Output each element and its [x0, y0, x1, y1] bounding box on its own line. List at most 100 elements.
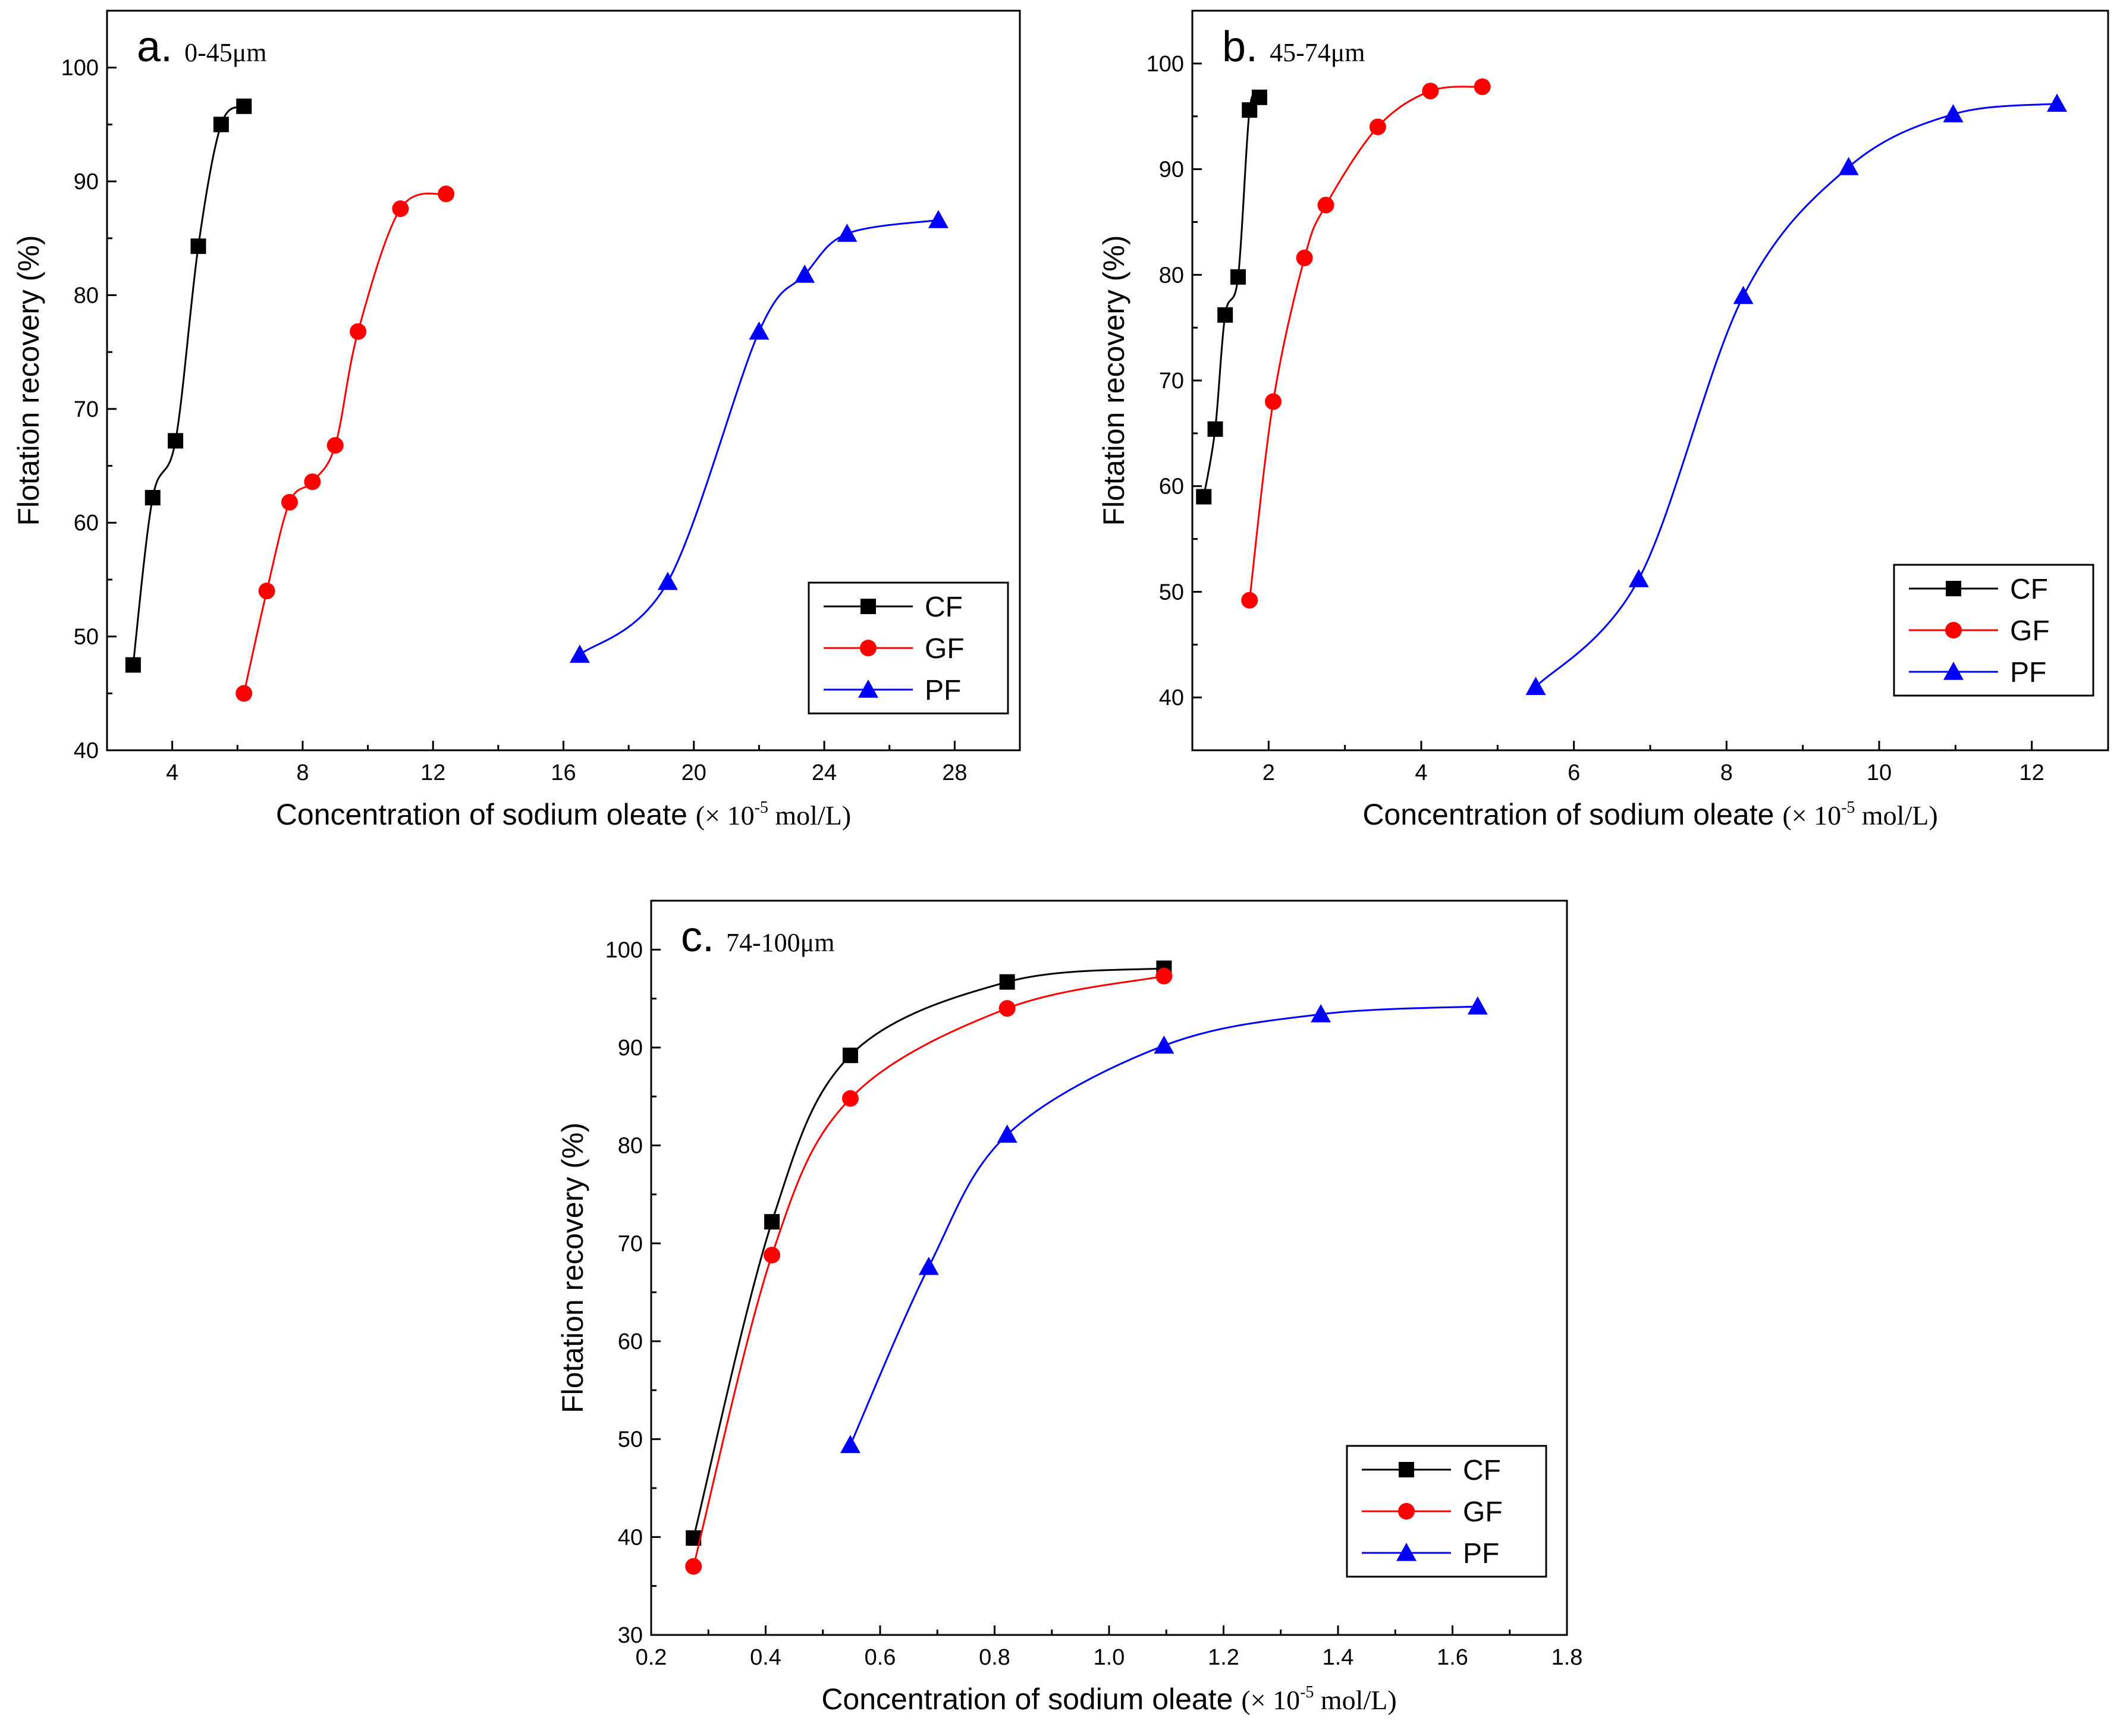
series-gf [235, 185, 455, 702]
data-point-gf [1369, 118, 1386, 136]
legend: CF GF PF [1346, 1445, 1547, 1578]
data-point-gf [1265, 393, 1282, 410]
x-tick-label: 12 [420, 760, 445, 785]
y-tick-label: 50 [618, 1427, 643, 1452]
x-tick-label: 12 [2020, 760, 2044, 785]
data-point-gf [438, 185, 455, 203]
legend-label-gf: GF [2010, 615, 2050, 647]
data-point-pf [569, 644, 590, 663]
series-cf [125, 98, 252, 673]
x-tick-label: 1.2 [1208, 1645, 1239, 1670]
data-point-gf [258, 583, 275, 600]
data-point-pf [1943, 104, 1964, 122]
chart-panel-a: 4 8 12 16 20 24 28 40 50 60 70 80 90 100 Concentration… [12, 10, 1021, 831]
data-point-pf [928, 210, 948, 228]
data-point-cf [999, 974, 1015, 990]
series-line-cf [132, 105, 245, 665]
data-point-gf [998, 1000, 1016, 1017]
y-axis-title: Flotation recovery (%) [12, 235, 45, 526]
data-point-cf [236, 98, 252, 114]
legend-label-gf: GF [925, 633, 965, 665]
series-pf [569, 210, 948, 663]
y-tick-label: 60 [74, 511, 99, 536]
data-point-cf [1196, 489, 1212, 505]
x-axis-title: Concentration of sodium oleate (× 10-5 m… [1362, 798, 1937, 831]
x-tick-label: 1.0 [1094, 1645, 1125, 1670]
data-point-cf [213, 117, 229, 133]
x-tick-label: 1.6 [1437, 1645, 1468, 1670]
data-point-pf [1154, 1035, 1174, 1054]
y-tick-label: 60 [1159, 474, 1184, 499]
y-tick-label: 80 [618, 1134, 643, 1159]
y-axis-title: Flotation recovery (%) [556, 1122, 589, 1413]
y-tick-label: 70 [618, 1231, 643, 1256]
legend-marker [1946, 581, 1961, 596]
data-point-pf [840, 1435, 860, 1454]
data-point-cf [190, 238, 206, 254]
data-point-pf [2047, 93, 2068, 112]
data-point-pf [1733, 285, 1754, 304]
series-line-cf [692, 967, 1164, 1539]
y-tick-label: 30 [618, 1623, 643, 1648]
x-tick-label: 10 [1867, 760, 1892, 785]
data-point-pf [997, 1124, 1017, 1143]
data-point-gf [304, 473, 321, 490]
data-point-gf [350, 323, 367, 340]
data-point-cf [168, 433, 184, 449]
data-point-cf [145, 490, 161, 506]
legend-marker [860, 599, 876, 614]
data-point-gf [281, 493, 298, 511]
y-tick-label: 90 [1159, 158, 1184, 183]
y-tick-label: 40 [74, 738, 99, 763]
x-tick-label: 4 [166, 760, 178, 785]
legend-label-pf: PF [925, 675, 961, 706]
x-tick-label: 0.6 [865, 1645, 896, 1670]
series-gf [685, 967, 1173, 1575]
x-tick-label: 4 [1415, 760, 1427, 785]
data-point-pf [1628, 569, 1649, 587]
data-point-gf [1241, 592, 1258, 609]
y-tick-label: 100 [1147, 52, 1184, 77]
data-point-cf [1207, 421, 1223, 437]
data-point-gf [235, 685, 253, 702]
legend-marker [1943, 662, 1964, 680]
data-point-pf [918, 1256, 939, 1275]
data-point-gf [1317, 196, 1334, 213]
y-tick-label: 100 [605, 938, 643, 963]
y-tick-label: 70 [74, 397, 99, 422]
x-tick-label: 8 [1720, 760, 1733, 785]
y-tick-label: 50 [74, 625, 99, 650]
y-axis-title: Flotation recovery (%) [1097, 235, 1130, 526]
data-point-pf [837, 224, 858, 242]
series-line-gf [243, 193, 447, 694]
panel-label: b. 45-74μm [1222, 23, 1365, 71]
series-cf [686, 960, 1172, 1546]
data-point-gf [841, 1090, 859, 1107]
legend-marker [860, 640, 877, 656]
data-point-pf [1467, 996, 1488, 1015]
x-axis-title: Concentration of sodium oleate (× 10-5 m… [276, 798, 851, 831]
data-point-pf [749, 321, 770, 340]
y-tick-label: 60 [618, 1329, 643, 1354]
data-point-pf [1525, 677, 1546, 695]
y-tick-label: 100 [61, 56, 99, 81]
series-line-pf [849, 1005, 1478, 1446]
legend-label-pf: PF [1463, 1538, 1499, 1570]
legend-marker [858, 680, 878, 698]
x-tick-label: 6 [1568, 760, 1580, 785]
x-tick-label: 0.4 [750, 1645, 781, 1670]
data-point-gf [1474, 78, 1491, 95]
chart-panel-c: 0.2 0.4 0.6 0.8 1.0 1.2 1.4 1.6 1.8 30 40 50 60 70 80 9… [556, 900, 1583, 1716]
legend-marker [1399, 1462, 1414, 1477]
data-point-gf [1155, 967, 1173, 985]
legend: CF GF PF [1893, 564, 2094, 697]
x-axis-title: Concentration of sodium oleate (× 10-5 m… [821, 1682, 1396, 1716]
y-tick-label: 80 [74, 283, 99, 308]
y-tick-label: 70 [1159, 369, 1184, 394]
legend-marker [1398, 1503, 1415, 1520]
data-point-pf [657, 571, 678, 590]
y-tick-label: 40 [1159, 685, 1184, 710]
x-tick-label: 1.8 [1551, 1645, 1583, 1670]
panel-label: a. 0-45μm [137, 23, 267, 71]
